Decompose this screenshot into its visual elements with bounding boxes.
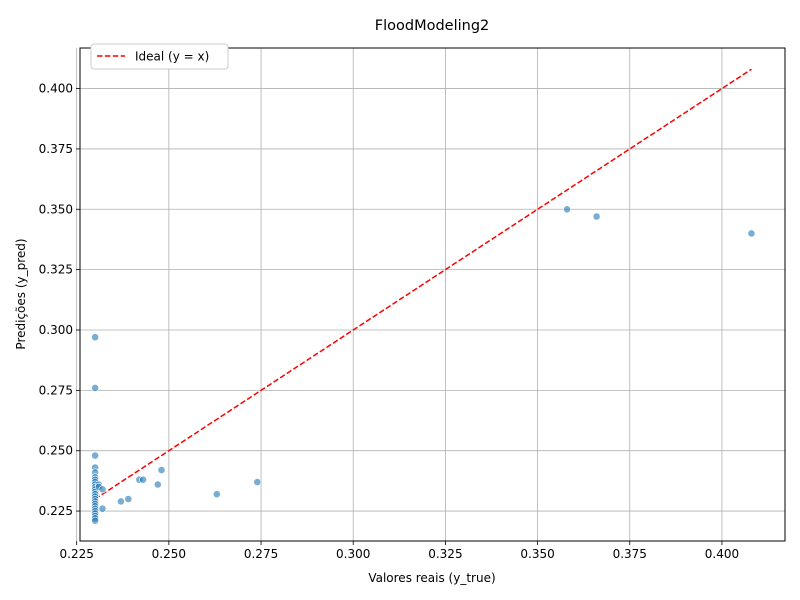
x-tick-label: 0.325	[428, 547, 462, 561]
scatter-point	[253, 478, 262, 486]
scatter-point	[157, 466, 166, 474]
x-tick-label: 0.225	[60, 547, 94, 561]
scatter-point	[592, 212, 601, 221]
x-tick-label: 0.250	[152, 547, 186, 561]
scatter-point	[212, 490, 221, 499]
x-tick-label: 0.275	[244, 547, 278, 561]
y-tick-label: 0.400	[39, 82, 73, 96]
scatter-point	[91, 384, 100, 392]
x-tick-label: 0.350	[520, 547, 554, 561]
scatter-point	[139, 475, 147, 484]
scatter-point	[98, 485, 107, 494]
scatter-point	[98, 504, 107, 513]
x-axis-ticks: 0.225 0.250 0.275 0.300 0.325 0.350 0.375 0.400	[60, 541, 739, 561]
scatter-point	[124, 495, 133, 503]
y-tick-label: 0.375	[39, 142, 73, 156]
y-axis-label: Predições (y_pred)	[14, 238, 28, 349]
y-axis-ticks: 0.225 0.250 0.275 0.300 0.325 0.350 0.375 0.400	[39, 82, 80, 518]
scatter-point	[91, 451, 100, 460]
x-tick-label: 0.300	[336, 547, 370, 561]
legend-box	[90, 43, 229, 70]
y-tick-label: 0.300	[39, 323, 73, 337]
plot-frame	[79, 47, 786, 542]
y-tick-label: 0.325	[39, 263, 73, 277]
data-points	[91, 205, 756, 525]
chart-title: FloodModeling2	[375, 18, 490, 34]
legend: Ideal (y = x)	[90, 43, 229, 70]
x-tick-label: 0.400	[705, 547, 739, 561]
legend-ideal-label: Ideal (y = x)	[135, 50, 209, 64]
scatter-point	[91, 516, 100, 525]
ideal-line-layer	[94, 68, 752, 500]
y-tick-label: 0.225	[39, 504, 73, 518]
ideal-line	[94, 68, 752, 500]
scatter-point	[117, 497, 125, 506]
scatter-point	[91, 333, 100, 342]
scatter-point	[747, 229, 756, 238]
y-tick-label: 0.275	[39, 383, 73, 397]
y-tick-label: 0.250	[39, 444, 73, 458]
grid-lines	[76, 48, 785, 541]
scatter-point	[153, 480, 162, 489]
y-tick-label: 0.350	[39, 202, 73, 216]
x-tick-label: 0.375	[613, 547, 647, 561]
x-axis-label: Valores reais (y_true)	[368, 571, 495, 585]
scatter-point	[563, 205, 571, 214]
